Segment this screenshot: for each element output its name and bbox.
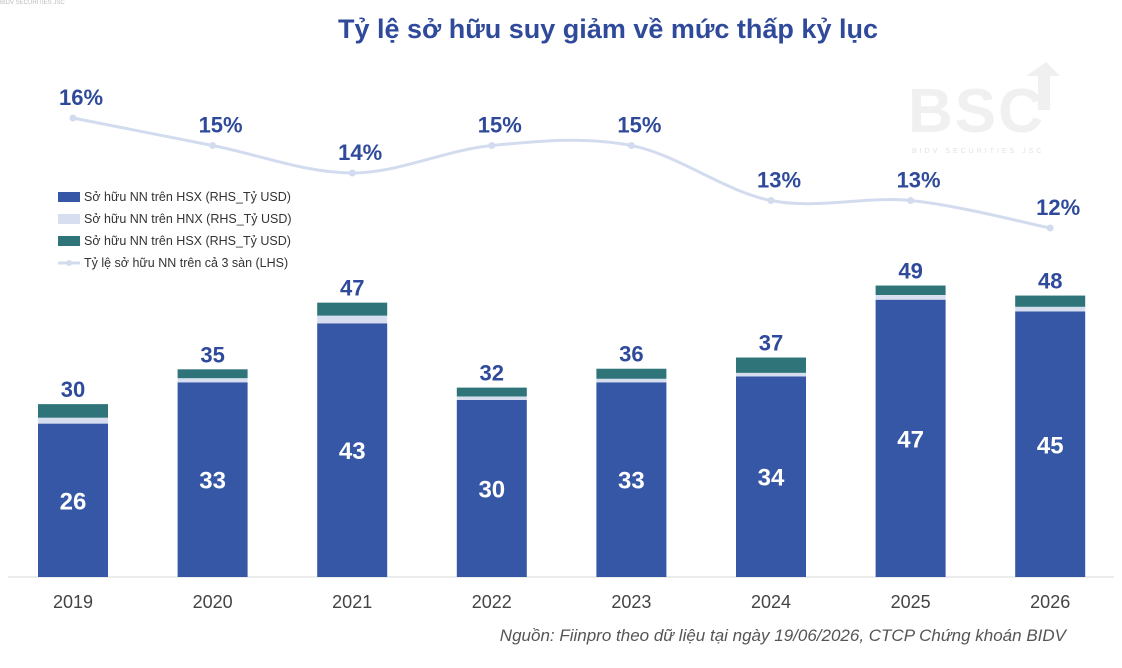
bar-total-label-2022: 32 — [480, 361, 504, 386]
source-note: Nguồn: Fiinpro theo dữ liệu tại ngày 19/… — [499, 626, 1066, 645]
x-tick-label-2026: 2026 — [1030, 592, 1070, 612]
x-tick-label-2024: 2024 — [751, 592, 791, 612]
watermark-brand: BSC — [908, 77, 1045, 146]
ownership-ratio-line — [72, 116, 1051, 230]
bar-segment-2021-series-2 — [317, 315, 388, 324]
line-value-label-2020: 15% — [199, 113, 243, 138]
bar-segment-2022-series-1 — [456, 400, 527, 577]
watermark-tagline: BIDV SECURITIES JSC — [912, 148, 1045, 155]
bar-segment-2020-series-1 — [177, 382, 248, 577]
header-note: BIDV SECURITIES JSC — [0, 0, 65, 6]
bar-segment-2021-series-1 — [317, 323, 388, 577]
bar-segment-2023-series-1 — [596, 382, 667, 577]
bar-segment-2024-series-1 — [736, 376, 806, 577]
bar-value-label-2019: 26 — [60, 488, 87, 515]
line-value-label-2026: 12% — [1036, 195, 1080, 220]
line-value-label-2024: 13% — [757, 168, 801, 193]
bar-segment-2019-series-3 — [38, 404, 108, 418]
bar-value-label-2022: 30 — [478, 477, 505, 504]
legend-label-1: Sở hữu NN trên HSX (RHS_Tỷ USD) — [84, 190, 291, 204]
bar-value-label-2023: 33 — [618, 468, 645, 495]
chart-title: Tỷ lệ sở hữu suy giảm về mức thấp kỷ lục — [338, 14, 878, 44]
x-tick-label-2021: 2021 — [332, 592, 372, 612]
bar-value-label-2020: 33 — [199, 468, 226, 495]
legend-label-2: Sở hữu NN trên HNX (RHS_Tỷ USD) — [84, 212, 292, 226]
bar-segment-2025-series-1 — [875, 299, 946, 577]
line-point-2021 — [348, 169, 356, 177]
x-tick-label-2020: 2020 — [193, 592, 233, 612]
bar-segment-2023-series-2 — [596, 378, 667, 383]
line-point-2026 — [1046, 224, 1054, 232]
legend-label-line: Tỷ lệ sở hữu NN trên cả 3 sàn (LHS) — [84, 256, 288, 270]
bar-value-label-2021: 43 — [339, 438, 366, 465]
bar-segment-2019-series-2 — [38, 417, 108, 424]
line-value-label-2022: 15% — [478, 113, 522, 138]
legend-line-marker — [66, 260, 72, 266]
line-point-2019 — [69, 114, 77, 122]
bar-segment-2026-series-1 — [1015, 311, 1086, 577]
bar-segment-2025-series-2 — [875, 294, 946, 300]
legend-swatch-3 — [58, 236, 80, 246]
bar-segment-2023-series-3 — [596, 368, 667, 379]
x-tick-label-2025: 2025 — [891, 592, 931, 612]
line-value-label-2025: 13% — [897, 168, 941, 193]
bar-segment-2020-series-3 — [177, 369, 248, 379]
line-point-2023 — [627, 142, 635, 149]
bar-total-label-2025: 49 — [898, 259, 922, 284]
watermark-arrow-icon — [1026, 62, 1060, 110]
bar-segment-2019-series-1 — [38, 423, 108, 577]
legend-swatch-2 — [58, 214, 80, 224]
bar-segment-2021-series-3 — [317, 302, 388, 316]
bar-segment-2022-series-3 — [456, 387, 527, 397]
line-point-2022 — [488, 142, 496, 149]
bar-segment-2026-series-3 — [1015, 295, 1086, 307]
bar-value-label-2024: 34 — [758, 465, 785, 492]
bar-value-label-2026: 45 — [1037, 432, 1064, 459]
line-value-label-2019: 16% — [59, 85, 103, 110]
bar-segment-2022-series-2 — [456, 396, 527, 400]
bar-total-label-2021: 47 — [340, 276, 364, 301]
line-point-2025 — [907, 197, 915, 204]
bar-total-label-2019: 30 — [61, 377, 85, 402]
legend-label-3: Sở hữu NN trên HSX (RHS_Tỷ USD) — [84, 234, 291, 248]
line-value-label-2021: 14% — [338, 140, 382, 165]
bar-segment-2024-series-3 — [736, 357, 806, 373]
bar-segment-2025-series-3 — [875, 285, 946, 295]
bsc-watermark-logo: BSC BIDV SECURITIES JSC — [908, 62, 1060, 162]
bar-total-label-2023: 36 — [619, 342, 643, 367]
line-point-2024 — [767, 197, 775, 204]
bar-segment-2026-series-2 — [1015, 306, 1086, 312]
bar-total-label-2024: 37 — [759, 331, 783, 356]
bar-total-label-2020: 35 — [200, 342, 224, 367]
bar-segment-2020-series-2 — [177, 378, 248, 383]
bar-value-label-2025: 47 — [897, 426, 924, 453]
x-tick-label-2019: 2019 — [53, 592, 93, 612]
x-tick-label-2023: 2023 — [611, 592, 651, 612]
line-value-label-2023: 15% — [617, 113, 661, 138]
bar-total-label-2026: 48 — [1038, 269, 1062, 294]
line-point-2020 — [209, 142, 217, 149]
x-tick-label-2022: 2022 — [472, 592, 512, 612]
legend-swatch-1 — [58, 192, 80, 202]
bar-segment-2024-series-2 — [736, 372, 806, 377]
